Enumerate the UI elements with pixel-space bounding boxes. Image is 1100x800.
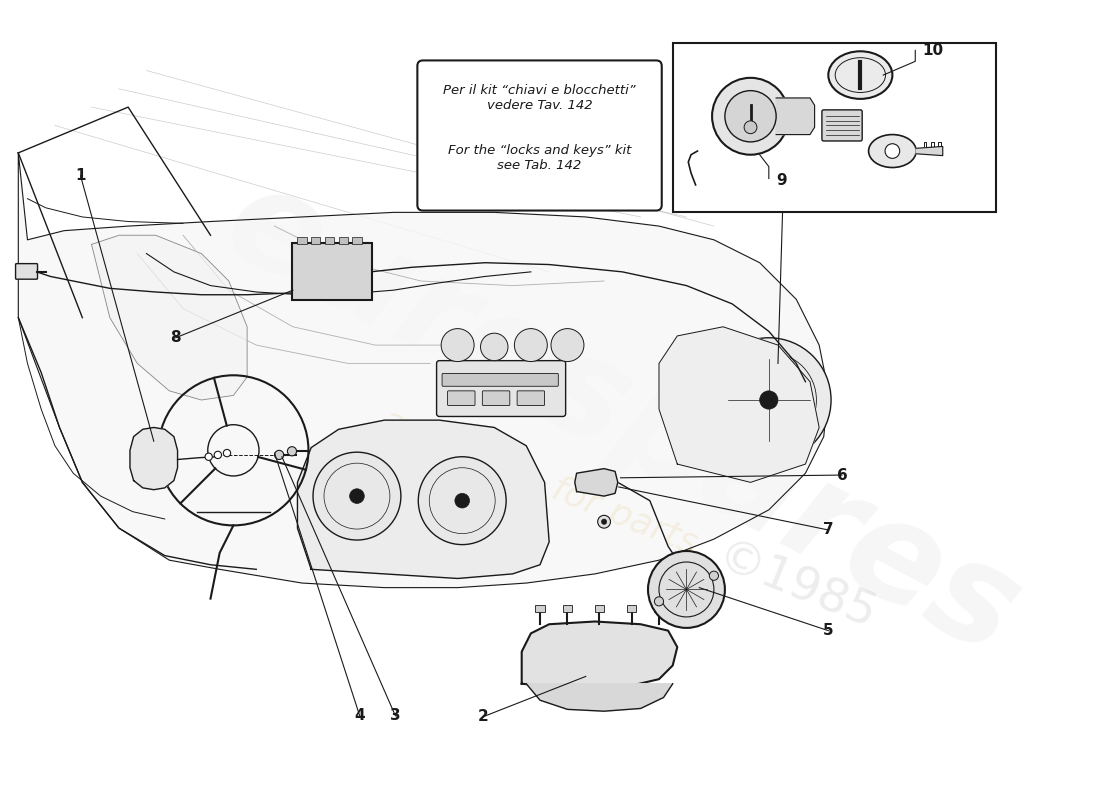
Circle shape bbox=[706, 338, 832, 462]
FancyBboxPatch shape bbox=[563, 605, 572, 612]
Polygon shape bbox=[521, 622, 678, 688]
FancyBboxPatch shape bbox=[536, 605, 544, 612]
Circle shape bbox=[441, 329, 474, 362]
Circle shape bbox=[275, 450, 284, 459]
Polygon shape bbox=[777, 98, 815, 134]
Polygon shape bbox=[91, 235, 248, 400]
Text: 1: 1 bbox=[75, 168, 86, 183]
FancyBboxPatch shape bbox=[352, 237, 362, 245]
Polygon shape bbox=[916, 146, 943, 156]
FancyBboxPatch shape bbox=[482, 391, 509, 406]
Polygon shape bbox=[19, 153, 828, 588]
Polygon shape bbox=[575, 469, 618, 496]
Circle shape bbox=[551, 329, 584, 362]
FancyBboxPatch shape bbox=[627, 605, 636, 612]
Circle shape bbox=[760, 391, 778, 409]
Circle shape bbox=[648, 551, 725, 628]
Circle shape bbox=[314, 452, 400, 540]
FancyBboxPatch shape bbox=[595, 605, 604, 612]
Circle shape bbox=[350, 489, 364, 503]
Circle shape bbox=[214, 451, 221, 458]
Polygon shape bbox=[130, 427, 177, 490]
FancyBboxPatch shape bbox=[297, 237, 307, 245]
FancyBboxPatch shape bbox=[673, 43, 996, 212]
FancyBboxPatch shape bbox=[654, 605, 663, 612]
FancyBboxPatch shape bbox=[324, 237, 334, 245]
Circle shape bbox=[515, 329, 548, 362]
Circle shape bbox=[223, 450, 231, 457]
Text: Per il kit “chiavi e blocchetti”
vedere Tav. 142: Per il kit “chiavi e blocchetti” vedere … bbox=[443, 84, 636, 112]
Circle shape bbox=[725, 90, 777, 142]
Polygon shape bbox=[297, 420, 549, 578]
Circle shape bbox=[654, 597, 663, 606]
Polygon shape bbox=[659, 326, 820, 482]
Text: 4: 4 bbox=[354, 708, 365, 723]
Ellipse shape bbox=[869, 134, 916, 167]
Circle shape bbox=[597, 515, 611, 528]
Text: 5: 5 bbox=[823, 623, 834, 638]
FancyBboxPatch shape bbox=[311, 237, 320, 245]
Text: eurospares: eurospares bbox=[204, 153, 1042, 684]
Text: a passion for parts: a passion for parts bbox=[377, 403, 703, 562]
FancyBboxPatch shape bbox=[417, 61, 662, 210]
Circle shape bbox=[205, 453, 212, 461]
Ellipse shape bbox=[828, 51, 892, 99]
FancyBboxPatch shape bbox=[448, 391, 475, 406]
Text: 3: 3 bbox=[390, 708, 400, 723]
Circle shape bbox=[455, 494, 470, 508]
FancyBboxPatch shape bbox=[442, 374, 559, 386]
FancyBboxPatch shape bbox=[339, 237, 348, 245]
Circle shape bbox=[418, 457, 506, 545]
FancyBboxPatch shape bbox=[517, 391, 544, 406]
FancyBboxPatch shape bbox=[15, 264, 37, 279]
Polygon shape bbox=[526, 684, 673, 711]
Text: 2: 2 bbox=[477, 709, 488, 724]
Text: 6: 6 bbox=[837, 467, 847, 482]
Text: 8: 8 bbox=[170, 330, 182, 346]
Circle shape bbox=[886, 144, 900, 158]
Circle shape bbox=[712, 78, 789, 154]
Text: 7: 7 bbox=[823, 522, 834, 538]
FancyBboxPatch shape bbox=[437, 361, 565, 417]
Circle shape bbox=[602, 519, 607, 525]
Circle shape bbox=[481, 333, 508, 361]
Text: 10: 10 bbox=[923, 43, 944, 58]
Circle shape bbox=[710, 571, 718, 580]
Text: For the “locks and keys” kit
see Tab. 142: For the “locks and keys” kit see Tab. 14… bbox=[448, 144, 631, 172]
Circle shape bbox=[744, 121, 757, 134]
FancyBboxPatch shape bbox=[292, 243, 372, 300]
FancyBboxPatch shape bbox=[822, 110, 862, 141]
Circle shape bbox=[287, 446, 297, 456]
Text: 9: 9 bbox=[777, 173, 786, 188]
Text: ©1985: ©1985 bbox=[711, 535, 882, 640]
